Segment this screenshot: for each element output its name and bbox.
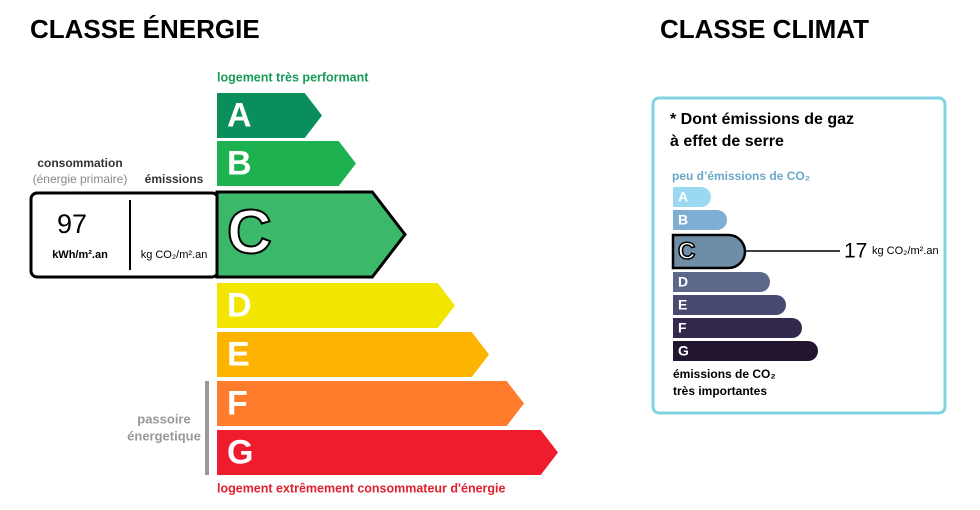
climate-unit: kg CO₂/m².an — [872, 245, 939, 257]
climate-class-letter: C — [678, 238, 695, 265]
climate-class-bar — [673, 318, 802, 338]
climate-class-letter: E — [678, 297, 687, 313]
energy-class-letter: C — [227, 198, 272, 267]
energy-class-letter: E — [227, 335, 250, 373]
climate-class-bar — [673, 187, 711, 207]
consumption-label: consommation — [37, 156, 122, 170]
climate-class-letter: D — [678, 274, 688, 290]
climate-class-bar — [673, 295, 786, 315]
energy-class-arrow — [217, 141, 356, 186]
climate-class-letter: F — [678, 320, 687, 336]
energy-class-letter: G — [227, 433, 253, 471]
energy-class-letter: F — [227, 384, 248, 422]
climate-top-label: peu d’émissions de CO₂ — [672, 169, 810, 183]
climate-class-letter: B — [678, 212, 688, 228]
energy-class-letter: D — [227, 286, 252, 324]
energy-class-letter: B — [227, 144, 252, 182]
climate-class-bar — [673, 210, 727, 230]
energy-class-arrow — [217, 381, 524, 426]
passoire-label: passoire — [137, 411, 190, 426]
climate-value: 17 — [844, 240, 867, 263]
energy-class-arrow — [217, 93, 322, 138]
climate-title: CLASSE CLIMAT — [660, 14, 869, 44]
energy-class-arrow — [217, 332, 489, 377]
climate-class-bar — [671, 233, 747, 270]
energy-class-arrow — [217, 430, 558, 475]
energy-class-letter: A — [227, 96, 252, 134]
energy-title: CLASSE ÉNERGIE — [30, 14, 260, 44]
energy-class-arrow — [217, 283, 455, 328]
passoire-label: énergetique — [127, 428, 201, 443]
emissions-label: émissions — [145, 172, 204, 186]
primary-energy-label: (énergie primaire) — [33, 172, 128, 186]
bottom-label: logement extrêmement consommateur d'éner… — [217, 481, 506, 495]
climate-bottom-label: émissions de CO₂ — [673, 367, 776, 381]
climate-class-bar — [673, 272, 770, 292]
climate-note: à effet de serre — [670, 133, 784, 150]
climate-note: * Dont émissions de gaz — [670, 111, 854, 128]
energy-class-arrow — [215, 190, 407, 279]
consumption-value: 97 — [57, 209, 87, 239]
emissions-unit: kg CO₂/m².an — [141, 249, 208, 261]
climate-class-letter: A — [678, 189, 688, 205]
consumption-unit: kWh/m².an — [52, 249, 108, 261]
climate-class-bar — [673, 341, 818, 361]
top-label: logement très performant — [217, 70, 369, 84]
climate-class-letter: G — [678, 343, 689, 359]
climate-bottom-label: très importantes — [673, 384, 767, 398]
passoire-bar — [205, 381, 209, 475]
